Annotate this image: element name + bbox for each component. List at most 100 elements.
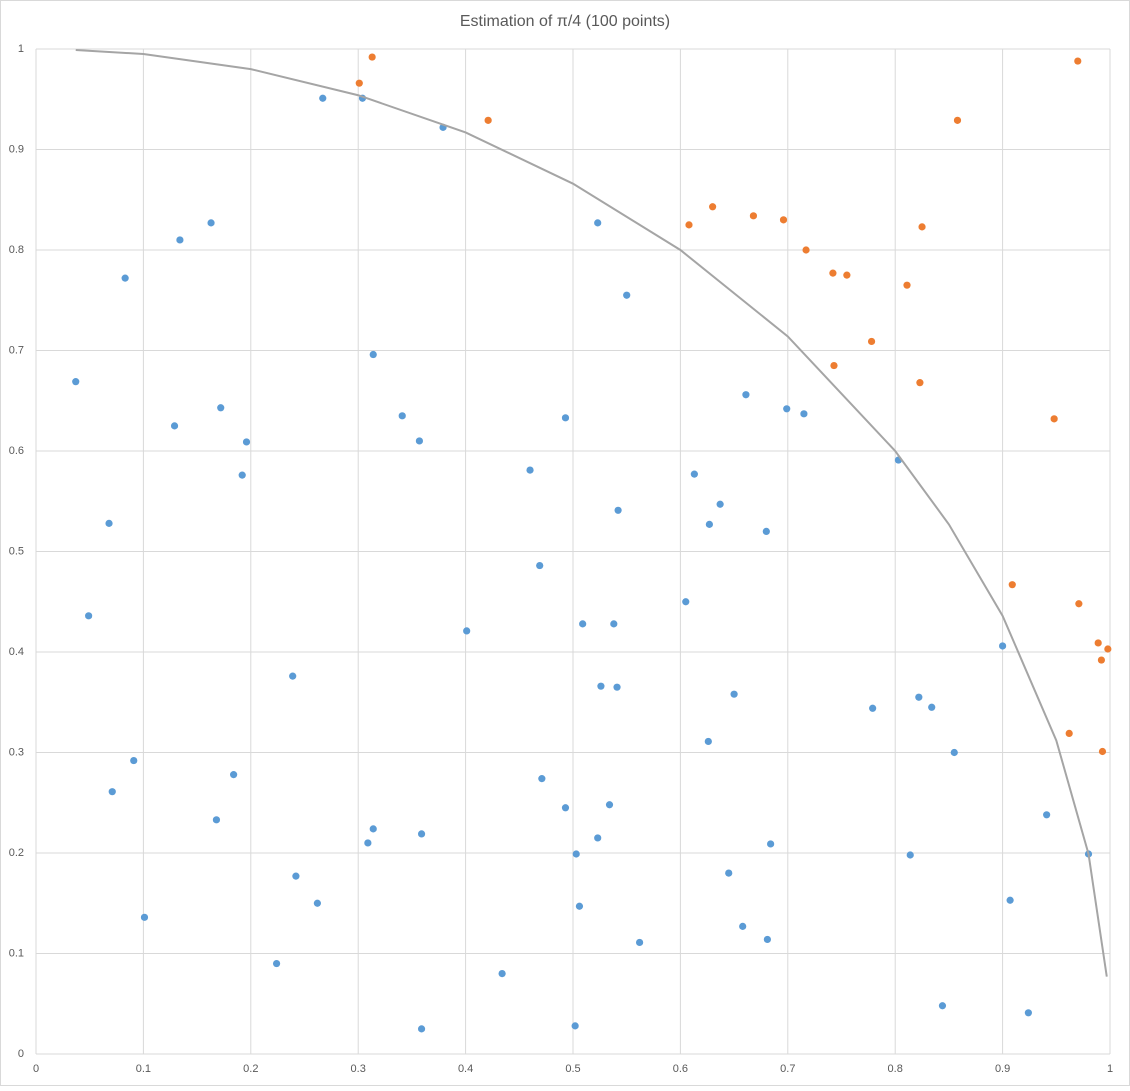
- point: [613, 683, 621, 691]
- point: [571, 1022, 579, 1030]
- point: [579, 620, 587, 628]
- x-tick-label: 0.1: [136, 1063, 151, 1075]
- point: [749, 212, 758, 220]
- point: [742, 391, 750, 399]
- x-tick-label: 0.4: [458, 1063, 473, 1075]
- point: [368, 53, 376, 61]
- point: [289, 672, 297, 680]
- x-tick-label: 0.6: [673, 1063, 688, 1075]
- point: [906, 851, 914, 859]
- y-tick-label: 0.9: [9, 143, 24, 155]
- point: [230, 771, 238, 779]
- point: [953, 116, 962, 124]
- y-tick-label: 0.2: [9, 847, 24, 859]
- point: [85, 612, 93, 620]
- point: [762, 527, 770, 536]
- y-tick-label: 0.5: [9, 545, 24, 557]
- point: [829, 269, 837, 277]
- point: [869, 704, 877, 712]
- point: [498, 970, 506, 978]
- point: [1050, 415, 1058, 423]
- point: [207, 219, 215, 227]
- point: [1065, 729, 1073, 738]
- point: [1024, 1009, 1032, 1017]
- point: [928, 703, 936, 711]
- y-tick-label: 0.8: [9, 244, 24, 256]
- point: [709, 203, 717, 211]
- point: [623, 291, 631, 299]
- point: [1074, 57, 1082, 65]
- point: [690, 470, 698, 478]
- y-tick-label: 1: [18, 43, 24, 55]
- point: [108, 788, 116, 796]
- y-tick-label: 0.1: [9, 947, 24, 959]
- point: [730, 690, 738, 698]
- point: [121, 274, 129, 282]
- y-tick-label: 0.7: [9, 344, 24, 356]
- y-tick-label: 0.4: [9, 646, 24, 658]
- point: [526, 466, 534, 474]
- point: [682, 598, 690, 606]
- point: [767, 840, 775, 848]
- point: [417, 1025, 426, 1033]
- y-tick-label: 0.3: [9, 746, 24, 758]
- x-tick-label: 0.7: [780, 1063, 795, 1075]
- point: [463, 627, 471, 635]
- point: [369, 825, 377, 833]
- point: [1075, 600, 1083, 608]
- point: [1043, 811, 1051, 819]
- point: [635, 938, 644, 947]
- point: [292, 872, 300, 880]
- point: [903, 281, 911, 289]
- point: [725, 869, 733, 877]
- point: [561, 804, 570, 812]
- point: [217, 404, 225, 412]
- x-tick-label: 0: [33, 1063, 39, 1075]
- point: [130, 756, 138, 765]
- point: [319, 94, 327, 102]
- point: [843, 271, 851, 279]
- point: [800, 410, 808, 418]
- point: [950, 748, 958, 757]
- point: [212, 816, 221, 824]
- point: [704, 737, 712, 746]
- point: [739, 922, 747, 930]
- point: [105, 519, 113, 527]
- point: [1008, 581, 1016, 589]
- point: [610, 620, 618, 628]
- point: [867, 337, 876, 346]
- point: [779, 216, 788, 224]
- point: [594, 219, 602, 227]
- point: [763, 935, 771, 944]
- point: [830, 361, 838, 370]
- point: [415, 437, 424, 445]
- point: [572, 850, 580, 858]
- point: [597, 682, 605, 690]
- chart-title: Estimation of π/4 (100 points): [460, 13, 670, 30]
- point: [999, 642, 1007, 650]
- point: [614, 506, 622, 514]
- x-tick-label: 0.5: [565, 1063, 580, 1075]
- point: [242, 438, 251, 446]
- point: [705, 520, 713, 528]
- point: [1098, 747, 1107, 756]
- point: [916, 379, 924, 387]
- x-tick-label: 0.3: [351, 1063, 366, 1075]
- x-tick-label: 0.9: [995, 1063, 1010, 1075]
- point: [536, 561, 544, 570]
- point: [1006, 896, 1014, 904]
- point: [594, 834, 602, 842]
- x-tick-label: 1: [1107, 1063, 1113, 1075]
- y-tick-label: 0.6: [9, 445, 24, 457]
- point: [1094, 639, 1102, 647]
- point: [685, 221, 693, 229]
- point: [313, 899, 321, 907]
- curve-line: [75, 49, 1108, 977]
- point: [915, 693, 923, 701]
- point: [802, 246, 810, 254]
- point: [538, 775, 546, 783]
- point: [1097, 656, 1106, 664]
- point: [176, 236, 184, 244]
- y-tick-label: 0: [18, 1048, 24, 1060]
- point: [938, 1002, 947, 1010]
